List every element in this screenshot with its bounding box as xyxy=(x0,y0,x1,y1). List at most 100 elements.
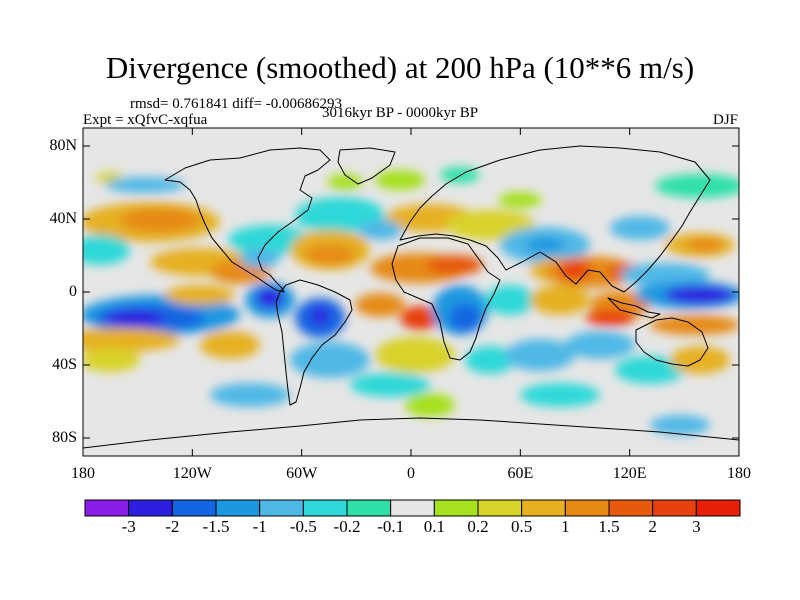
field-patch xyxy=(290,342,370,378)
field-patch xyxy=(687,238,723,252)
field-patch xyxy=(650,415,710,435)
field-patch xyxy=(200,331,260,359)
colorbar-label: -1.5 xyxy=(202,517,230,536)
coastlines xyxy=(82,145,740,449)
colorbar-label: 0.1 xyxy=(423,517,445,536)
field-patch xyxy=(505,339,575,371)
field-patch xyxy=(240,248,280,268)
colorbar-swatch xyxy=(695,499,741,517)
field-patch xyxy=(83,235,130,265)
y-axis-label: 80N xyxy=(49,137,77,154)
colorbar-label: -0.2 xyxy=(333,517,361,536)
field-patch xyxy=(565,331,635,359)
experiment-label: Expt = xQfvC-xqfua xyxy=(83,112,208,128)
field-patch xyxy=(375,337,455,373)
field-patch xyxy=(400,306,440,330)
chart-title: Divergence (smoothed) at 200 hPa (10**6 … xyxy=(105,50,695,85)
field-patch xyxy=(83,348,140,372)
colorbar-label: -3 xyxy=(121,517,136,536)
field-patch xyxy=(310,308,330,324)
field-patch xyxy=(375,170,425,190)
colorbar-label: 1.5 xyxy=(598,517,620,536)
field-patch xyxy=(210,383,290,407)
x-axis-label: 120E xyxy=(612,465,647,482)
y-axis-label: 40N xyxy=(49,210,77,227)
indonesia-coast xyxy=(607,297,661,319)
axis-ticks xyxy=(82,128,740,456)
y-axis-label: 0 xyxy=(69,283,77,300)
period-label: 3016kyr BP - 0000kyr BP xyxy=(322,105,479,121)
field-patch xyxy=(83,328,180,352)
field-patch xyxy=(485,285,535,315)
field-patch xyxy=(530,285,590,315)
x-axis-label: 0 xyxy=(407,465,415,482)
stats-text: rmsd= 0.761841 diff= -0.00686293 xyxy=(130,96,343,112)
colorbar-swatch xyxy=(564,499,610,517)
field-patch xyxy=(655,174,739,198)
x-axis-label: 180 xyxy=(71,465,95,482)
eurasia-coast xyxy=(399,145,711,293)
field-patch xyxy=(449,304,481,332)
field-patch xyxy=(650,315,739,335)
field-patch xyxy=(610,216,670,240)
australia-coast xyxy=(635,317,709,367)
colorbar-swatch xyxy=(259,499,304,517)
x-axis-label: 180 xyxy=(727,465,751,482)
colorbar-label: -0.5 xyxy=(289,517,317,536)
season-label: DJF xyxy=(712,112,738,128)
field-patch xyxy=(498,192,542,208)
field-patch xyxy=(465,346,515,374)
field-patch xyxy=(525,237,565,253)
field-patch xyxy=(327,174,363,190)
field-patch xyxy=(105,310,165,326)
colorbar-label: 0.5 xyxy=(511,517,533,536)
x-axis-label: 60E xyxy=(507,465,534,482)
colorbar-swatch xyxy=(608,499,654,517)
y-axis-label: 80S xyxy=(52,429,77,446)
greenland-coast xyxy=(337,147,396,185)
colorbar-swatch xyxy=(390,499,435,517)
field-patch xyxy=(620,263,710,287)
field-patch xyxy=(305,245,355,265)
field-patch xyxy=(520,383,600,407)
africa-coast xyxy=(391,237,501,361)
colorbar-swatch xyxy=(128,499,173,517)
colorbar-swatch xyxy=(346,499,392,517)
field-layer xyxy=(83,128,739,456)
field-patch xyxy=(445,210,535,240)
y-axis-label: 40S xyxy=(52,356,77,373)
x-axis-label: 120W xyxy=(172,465,212,482)
colorbar-label: 2 xyxy=(648,517,657,536)
colorbar-label: -0.1 xyxy=(377,517,405,536)
colorbar-swatch xyxy=(171,499,217,517)
colorbar-swatch xyxy=(652,499,697,517)
field-patch xyxy=(165,285,235,305)
field-patch xyxy=(358,220,402,240)
colorbar-label: -1 xyxy=(252,517,267,536)
x-axis-label: 60W xyxy=(286,465,318,482)
north-america-coast xyxy=(164,147,331,293)
field-patch xyxy=(405,393,455,417)
field-patch xyxy=(585,310,635,326)
colorbar xyxy=(84,499,741,517)
colorbar-swatch xyxy=(521,499,566,517)
colorbar-swatch xyxy=(84,499,130,517)
field-patch xyxy=(559,261,591,279)
colorbar-label: 0.2 xyxy=(467,517,489,536)
field-patch xyxy=(350,373,430,397)
colorbar-label: 3 xyxy=(692,517,701,536)
field-patch xyxy=(355,293,405,317)
colorbar-swatch xyxy=(433,499,479,517)
field-patch xyxy=(256,288,284,308)
field-patch xyxy=(105,177,185,193)
field-patch xyxy=(665,286,735,304)
colorbar-label: -2 xyxy=(165,517,180,536)
colorbar-swatch xyxy=(302,499,348,517)
colorbar-label: 1 xyxy=(561,517,570,536)
field-patch xyxy=(120,208,200,232)
field-patch xyxy=(427,255,483,275)
antarctica-coast xyxy=(82,417,740,449)
colorbar-swatch xyxy=(477,499,523,517)
south-america-coast xyxy=(275,279,353,406)
